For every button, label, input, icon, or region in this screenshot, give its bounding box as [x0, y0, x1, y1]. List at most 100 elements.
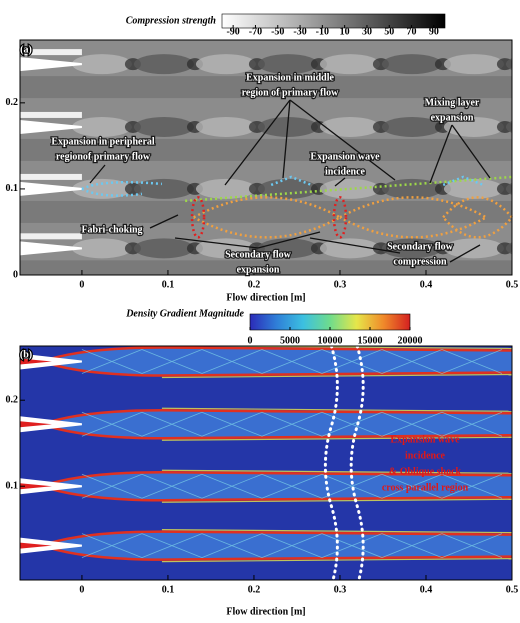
annotation-arrow [309, 237, 401, 254]
shock-line [141, 411, 203, 437]
shock-cell [71, 54, 132, 75]
colorbar-tick-label: 70 [407, 26, 417, 37]
annotation-arrow [449, 244, 481, 263]
annotation-arrow [224, 99, 291, 186]
nozzle-throat [20, 358, 52, 365]
shock-cell [71, 116, 132, 137]
nozzle [20, 57, 82, 72]
shock-line [381, 533, 443, 558]
panel-label: (a) [20, 44, 32, 55]
shock-line [201, 473, 263, 499]
colorbar-tick-label: 20000 [398, 335, 423, 346]
shock-line [201, 349, 263, 374]
annotation-arrow [257, 231, 321, 249]
shock-cell [195, 238, 256, 259]
shock-line [381, 411, 443, 437]
shock-cell [257, 54, 318, 75]
annotation: Secondary flow [387, 241, 454, 252]
shock-line [201, 411, 263, 437]
shock-line [321, 411, 383, 437]
flow-field [20, 346, 512, 580]
shock-line [81, 411, 143, 437]
x-tick-label: 0 [79, 279, 84, 290]
shock-cell [257, 178, 318, 199]
flow-field [20, 40, 512, 275]
y-tick-label: 0.2 [6, 394, 19, 405]
shear-glow [161, 407, 512, 412]
x-tick-label: 0.2 [248, 279, 261, 290]
annotation: Mixing layer [425, 97, 480, 108]
shock-line [201, 533, 263, 558]
shock-line [81, 349, 143, 374]
shock-cell [257, 238, 318, 259]
shock-line [81, 473, 143, 499]
colorbar-tick-label: -70 [249, 26, 262, 37]
colorbar-tick-label: 15000 [358, 335, 383, 346]
x-tick-label: 0.1 [162, 584, 175, 595]
dotted-outline [81, 181, 163, 197]
shock-cell [319, 238, 380, 259]
colorbar-tick-label: 10 [340, 26, 350, 37]
y-tick-label: 0.1 [6, 481, 19, 492]
shock-line [441, 349, 503, 374]
shock-line [261, 349, 323, 374]
nozzle-wall [20, 233, 82, 240]
shock-cell [319, 54, 380, 75]
dotted-outline [270, 175, 484, 187]
shock-line [141, 533, 203, 558]
colorbar-label: Compression strength [126, 15, 217, 26]
shock-cell [505, 182, 512, 195]
shock-line [321, 533, 383, 558]
colorbar-tick-label: -30 [293, 26, 306, 37]
annotation: Expansion wave [310, 151, 380, 162]
nozzle [20, 181, 82, 196]
shock-cell [195, 116, 256, 137]
panel: 0 0.1 0.2 0.3 0.4 0.5 0 0.1 0.2 Flow direction [m… [6, 13, 518, 303]
nozzle-wall [20, 173, 82, 180]
shock-cell [71, 238, 132, 259]
fabri-outline [332, 196, 348, 239]
annotation: Expansion wave [390, 434, 460, 445]
shock-line [321, 473, 383, 499]
annotation: expansion [237, 264, 280, 275]
annotation: compression [393, 256, 447, 267]
shock-line [141, 473, 203, 499]
x-tick-label: 0 [79, 584, 84, 595]
plot-frame [19, 39, 513, 276]
annotation: cross parallel region [382, 482, 469, 493]
shock-cell [505, 242, 512, 255]
secondary-band [20, 200, 512, 223]
x-tick-label: 0.3 [334, 279, 347, 290]
shock-cell [443, 178, 504, 199]
shear-glow [161, 436, 512, 441]
shock-line [261, 473, 323, 499]
annotation-arrow [289, 99, 396, 181]
nozzle-throat [20, 421, 52, 428]
secondary-band [20, 138, 512, 161]
colorbar-tick-label: -90 [226, 26, 239, 37]
x-tick-label: 0.4 [420, 279, 433, 290]
shock-cell [443, 116, 504, 137]
annotation: region of primary flow [242, 87, 340, 98]
nozzle-wall [20, 111, 82, 118]
shock-line [141, 349, 203, 374]
colorbar [221, 13, 446, 29]
annotation-arrow [174, 237, 259, 249]
x-axis-label: Flow direction [m] [226, 606, 305, 617]
shock-line [441, 473, 503, 499]
shock-cell [71, 178, 132, 199]
nozzle-throat [20, 483, 52, 490]
shock-cell [133, 54, 194, 75]
shock-cell [381, 116, 442, 137]
x-tick-label: 0.4 [420, 584, 433, 595]
panel-label: (b) [20, 349, 32, 360]
shock-line [261, 533, 323, 558]
annotation: Fabri-choking [81, 224, 142, 235]
colorbar-tick-label: 90 [429, 26, 439, 37]
shock-line [441, 411, 503, 437]
x-tick-label: 0.1 [162, 279, 175, 290]
annotation: Expansion in peripheral [51, 136, 155, 147]
annotation-arrow [89, 164, 106, 184]
shock-cell [505, 120, 512, 133]
dotted-guide [323, 344, 339, 588]
